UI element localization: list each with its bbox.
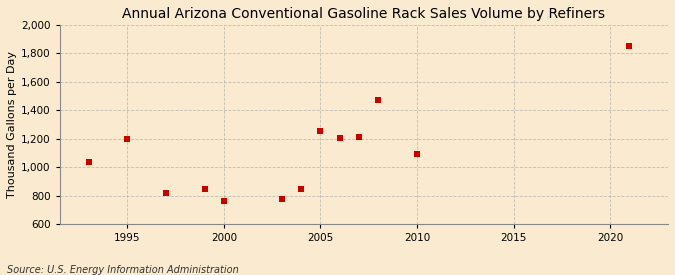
Point [219, 199, 230, 203]
Point [83, 160, 94, 164]
Point [334, 136, 345, 140]
Point [296, 187, 306, 192]
Point [277, 196, 288, 201]
Title: Annual Arizona Conventional Gasoline Rack Sales Volume by Refiners: Annual Arizona Conventional Gasoline Rac… [122, 7, 605, 21]
Point [624, 44, 634, 48]
Y-axis label: Thousand Gallons per Day: Thousand Gallons per Day [7, 51, 17, 198]
Point [315, 129, 326, 133]
Point [373, 98, 384, 103]
Text: Source: U.S. Energy Information Administration: Source: U.S. Energy Information Administ… [7, 265, 238, 275]
Point [354, 134, 364, 139]
Point [199, 186, 210, 191]
Point [161, 191, 171, 195]
Point [122, 137, 133, 141]
Point [412, 152, 423, 157]
